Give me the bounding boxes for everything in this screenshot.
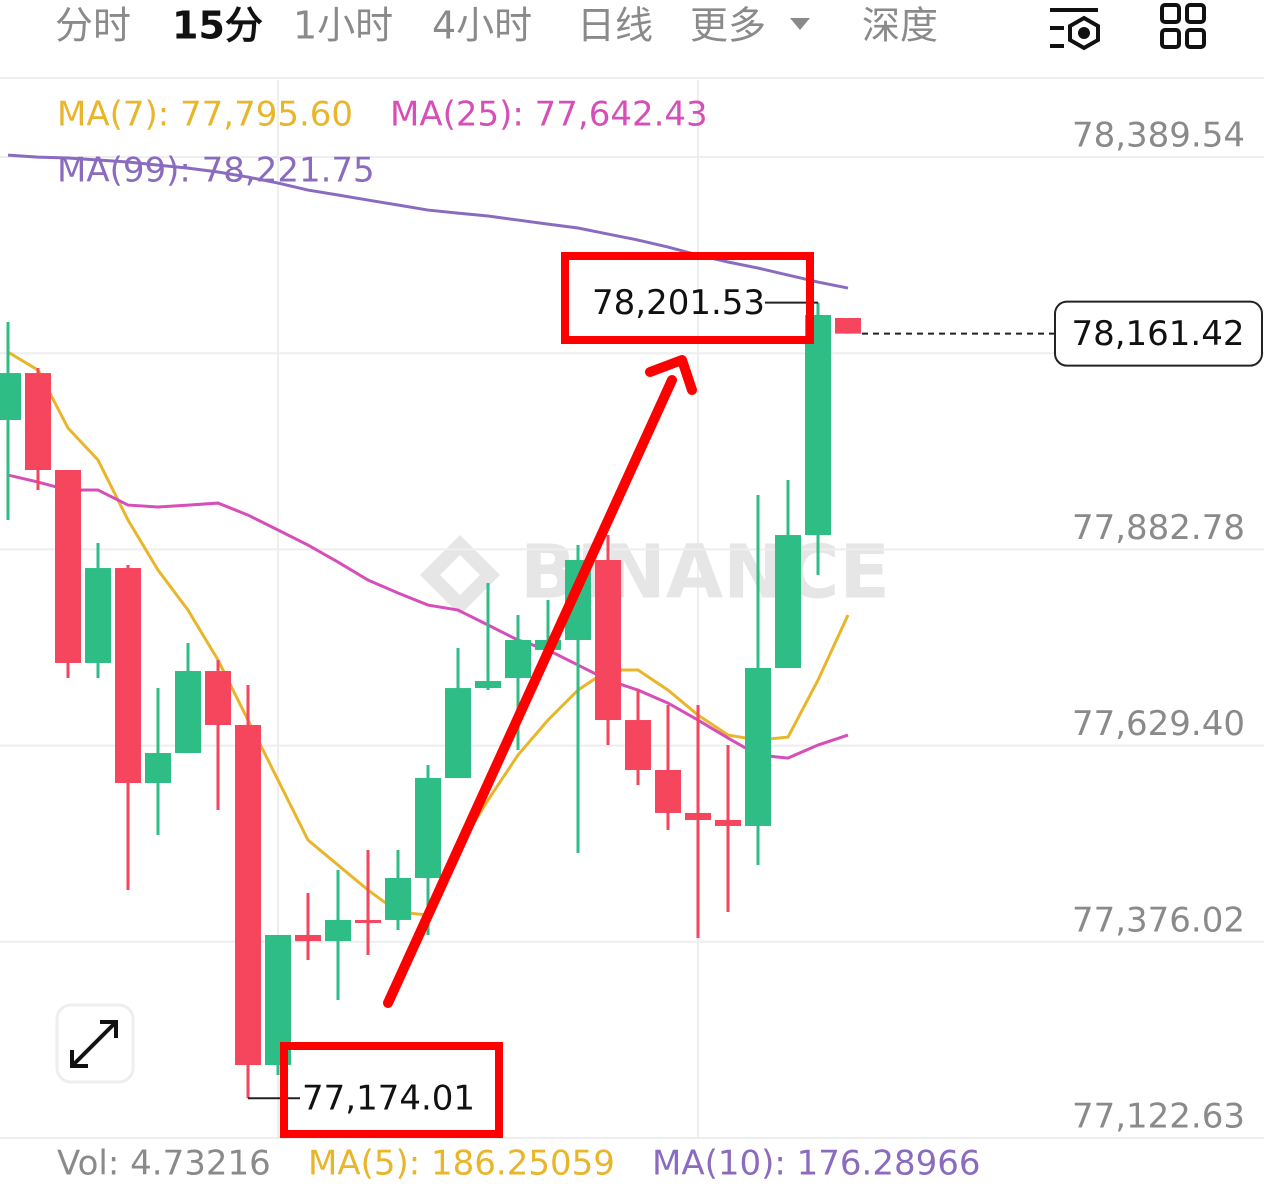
candle-body bbox=[115, 568, 141, 783]
tab[interactable]: 4小时 bbox=[432, 4, 532, 48]
candles bbox=[0, 302, 861, 1099]
trend-arrow bbox=[383, 375, 677, 1008]
current-price-box bbox=[1054, 300, 1263, 367]
annotation-label: 77,174.01 bbox=[302, 1079, 475, 1119]
tab[interactable]: 日线 bbox=[577, 4, 653, 48]
dropdown-icon bbox=[790, 18, 810, 30]
candle-body bbox=[835, 318, 861, 334]
y-tick-label: 77,629.40 bbox=[1072, 704, 1245, 744]
tab[interactable]: 1小时 bbox=[293, 4, 393, 48]
volume-legend: MA(5): 186.25059 bbox=[308, 1144, 615, 1184]
highlight-box bbox=[561, 252, 814, 344]
candle-body bbox=[715, 820, 741, 826]
candle-body bbox=[805, 314, 831, 536]
candle-body bbox=[775, 535, 801, 669]
candle-body bbox=[595, 559, 621, 721]
tab[interactable]: 分时 bbox=[55, 4, 131, 48]
y-tick-label: 77,882.78 bbox=[1072, 508, 1245, 548]
settings-icon[interactable] bbox=[1050, 8, 1100, 51]
tab-active[interactable]: 15分 bbox=[172, 4, 263, 48]
candle-body bbox=[175, 671, 201, 754]
candle-body bbox=[85, 568, 111, 663]
candle-body bbox=[55, 470, 81, 663]
volume-legend: Vol: 4.73216 bbox=[57, 1144, 271, 1184]
ma-line bbox=[7, 473, 849, 760]
candle-body bbox=[415, 778, 441, 879]
y-tick-label: 77,122.63 bbox=[1072, 1097, 1245, 1137]
candle-body bbox=[355, 919, 381, 923]
tab[interactable]: 更多 bbox=[690, 4, 766, 48]
candle-body bbox=[0, 373, 21, 420]
candle-body bbox=[685, 812, 711, 821]
legend-entry: MA(99): 78,221.75 bbox=[57, 151, 375, 191]
overlay: MA(7): 77,795.60 MA(25): 77,642.43 MA(99):… bbox=[57, 95, 1263, 1184]
candle-body bbox=[325, 919, 351, 942]
expand-icon bbox=[70, 1020, 118, 1068]
volume-legend: MA(10): 176.28966 bbox=[652, 1144, 981, 1184]
candle-body bbox=[505, 639, 531, 678]
candle-body bbox=[655, 769, 681, 813]
candle-body bbox=[205, 671, 231, 725]
tab-bar: 分时 15分 1小时 4小时 日线 更多 深度 bbox=[55, 4, 938, 48]
layout-icon[interactable] bbox=[1160, 3, 1206, 49]
current-price-label: 78,161.42 bbox=[1071, 314, 1244, 354]
candle-body bbox=[745, 668, 771, 826]
highlight-box bbox=[280, 1042, 503, 1138]
candle-body bbox=[445, 688, 471, 779]
candle-body bbox=[25, 373, 51, 471]
annotation-label: 78,201.53 bbox=[592, 283, 765, 323]
y-tick-label: 77,376.02 bbox=[1072, 900, 1245, 940]
tab[interactable]: 深度 bbox=[862, 4, 938, 48]
candle-body bbox=[235, 724, 261, 1066]
candle-body bbox=[475, 681, 501, 689]
candle-body bbox=[385, 878, 411, 920]
grid: 78,389.54 77,882.78 77,629.40 77,376.02 77,1… bbox=[0, 115, 1264, 1139]
legend-entry: MA(25): 77,642.43 bbox=[390, 95, 708, 135]
candle-body bbox=[625, 720, 651, 770]
candle-body bbox=[295, 934, 321, 942]
candle-body bbox=[145, 753, 171, 783]
y-tick-label: 78,389.54 bbox=[1072, 115, 1245, 155]
legend-entry: MA(7): 77,795.60 bbox=[57, 95, 353, 135]
arrow-head bbox=[645, 355, 697, 395]
